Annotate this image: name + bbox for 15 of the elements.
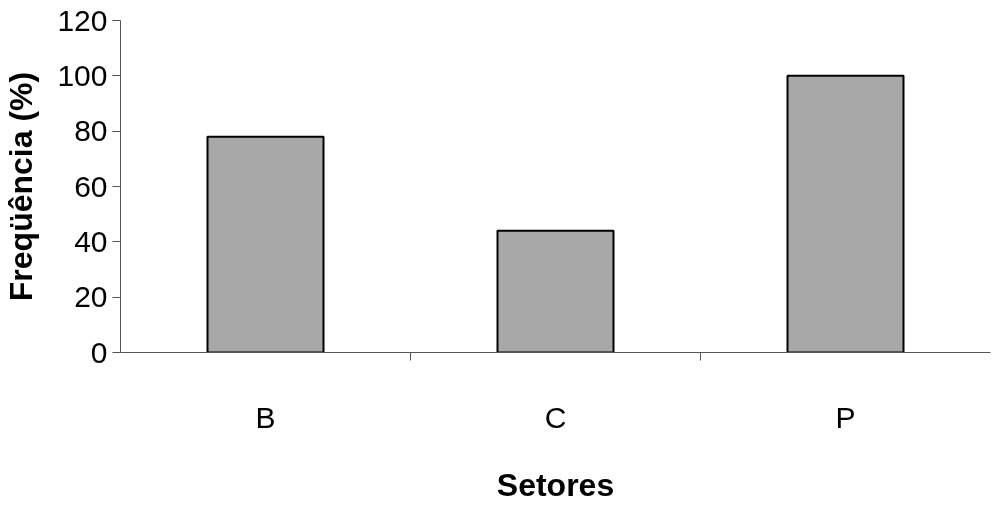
y-tick-label: 60	[74, 169, 108, 203]
x-axis-title: Setores	[496, 466, 615, 503]
x-tick-label: B	[255, 400, 276, 434]
y-tick-label: 100	[57, 58, 108, 92]
y-axis-title: Freqüência (%)	[3, 71, 40, 302]
y-tick-label: 120	[57, 3, 108, 37]
x-tick-label: P	[835, 400, 856, 434]
x-tick-label: C	[544, 400, 567, 434]
bar	[206, 135, 325, 353]
bar	[496, 229, 615, 353]
y-tick-label: 80	[74, 114, 108, 148]
y-tick-label: 40	[74, 224, 108, 258]
y-tick-label: 20	[74, 280, 108, 314]
bar	[786, 74, 905, 353]
y-tick-label: 0	[90, 335, 108, 369]
